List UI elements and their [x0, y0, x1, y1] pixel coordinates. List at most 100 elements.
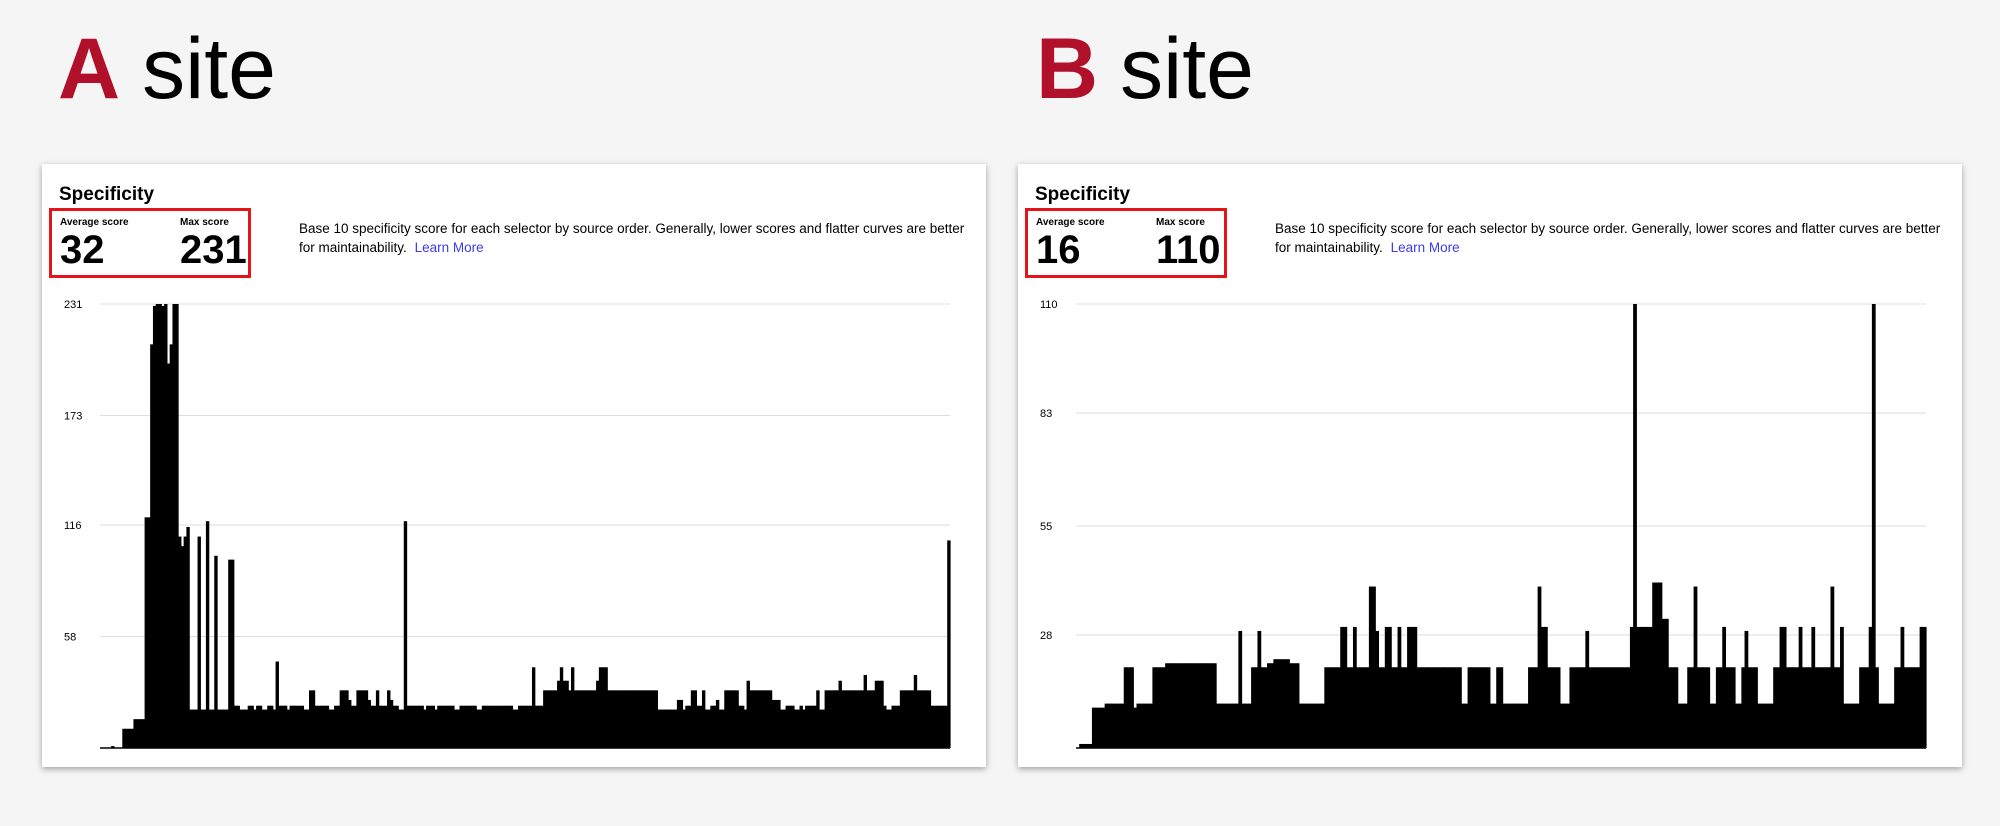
specificity-bar	[1833, 667, 1838, 748]
specificity-bar	[1591, 667, 1596, 748]
specificity-bar	[749, 690, 753, 748]
specificity-bar	[1871, 304, 1876, 748]
specificity-bar	[1760, 703, 1765, 748]
specificity-bar	[559, 667, 564, 748]
specificity-bar	[735, 690, 739, 748]
specificity-bar	[253, 709, 257, 748]
specificity-bar	[1107, 703, 1112, 748]
specificity-bar	[1139, 703, 1144, 748]
specificity-bar	[1569, 667, 1574, 748]
specificity-bar	[1690, 667, 1695, 748]
specificity-bar	[317, 705, 321, 748]
specificity-bar	[830, 690, 834, 748]
specificity-bar	[1324, 667, 1329, 748]
specificity-bar	[172, 304, 176, 748]
specificity-bar	[1365, 667, 1370, 748]
specificity-bar	[888, 709, 893, 748]
specificity-bar	[1413, 626, 1418, 748]
specificity-bar	[902, 690, 907, 748]
specificity-bar	[930, 705, 934, 748]
specificity-bar	[1203, 663, 1208, 748]
specificity-bar	[573, 690, 578, 748]
specificity-bar	[565, 680, 569, 748]
specificity-bar	[1442, 667, 1446, 748]
specificity-bar	[1747, 667, 1752, 748]
learn-more-link[interactable]: Learn More	[414, 240, 484, 255]
specificity-bar	[506, 705, 511, 748]
specificity-bar	[604, 667, 608, 748]
specificity-bar	[434, 709, 438, 748]
specificity-bar	[431, 705, 436, 748]
specificity-bar	[908, 690, 912, 748]
specificity-bar	[342, 690, 346, 748]
specificity-bar	[1900, 626, 1905, 748]
specificity-bar	[1247, 703, 1252, 748]
specificity-bar	[1808, 667, 1812, 748]
specificity-bar	[1270, 663, 1274, 748]
panel-heading: Specificity	[1035, 184, 1131, 205]
specificity-bar	[1537, 586, 1542, 748]
specificity-bar	[1152, 667, 1157, 748]
specificity-bar	[275, 661, 279, 748]
specificity-bar	[1133, 707, 1138, 748]
specificity-bar	[479, 709, 483, 748]
specificity-bar	[805, 705, 809, 748]
specificity-bar	[738, 705, 742, 748]
specificity-bar	[897, 705, 901, 748]
specificity-bar	[1668, 667, 1672, 748]
specificity-bar	[640, 690, 645, 748]
specificity-bar	[244, 709, 249, 748]
specificity-bar	[788, 705, 792, 748]
specificity-bar	[1458, 667, 1462, 748]
specificity-bar	[905, 690, 909, 748]
specificity-bar	[1477, 667, 1481, 748]
specificity-bar	[520, 705, 525, 748]
specificity-bar	[682, 709, 686, 748]
specificity-bar	[629, 690, 633, 748]
max-score-label: Max score	[1156, 217, 1205, 228]
specificity-bar	[336, 705, 341, 748]
specificity-bar	[885, 709, 890, 748]
specificity-bar	[1801, 667, 1806, 748]
specificity-bar	[1317, 703, 1322, 748]
specificity-bar	[194, 709, 199, 748]
specificity-bar	[1117, 703, 1122, 748]
specificity-bar	[916, 690, 920, 748]
specificity-bar	[1540, 626, 1545, 748]
specificity-bar	[623, 690, 628, 748]
specificity-bar	[267, 705, 271, 748]
specificity-bar	[1741, 667, 1746, 748]
specificity-bar	[662, 709, 667, 748]
specificity-bar	[690, 690, 695, 748]
specificity-bar	[727, 690, 731, 748]
specificity-bar	[1820, 667, 1825, 748]
specificity-panel-b: 110 83 55 28 Specificity Average score 16 M…	[1018, 164, 1962, 767]
specificity-bar	[1095, 707, 1099, 748]
y-tick-label: 110	[1040, 299, 1058, 311]
specificity-bar	[370, 705, 374, 748]
specificity-bar	[158, 304, 162, 748]
specificity-bar	[760, 690, 764, 748]
specificity-bar	[1356, 667, 1360, 748]
specificity-bar	[1212, 663, 1217, 748]
specificity-bar	[643, 690, 647, 748]
specificity-bar	[1403, 667, 1408, 748]
specificity-bar	[860, 690, 865, 748]
specificity-bar	[1868, 626, 1873, 748]
specificity-bar	[334, 705, 338, 748]
specificity-bar	[612, 690, 617, 748]
specificity-bar	[679, 699, 684, 748]
specificity-bar	[576, 690, 580, 748]
specificity-bar	[470, 705, 475, 748]
learn-more-link[interactable]: Learn More	[1390, 240, 1460, 255]
specificity-bar	[590, 690, 594, 748]
specificity-bar	[1432, 667, 1437, 748]
specificity-bar	[1333, 667, 1338, 748]
specificity-bar	[1276, 659, 1281, 748]
specificity-bar	[1661, 618, 1666, 748]
specificity-bar	[1559, 703, 1564, 748]
specificity-bar	[1493, 703, 1497, 748]
specificity-bar	[487, 705, 491, 748]
specificity-bar	[127, 728, 132, 748]
